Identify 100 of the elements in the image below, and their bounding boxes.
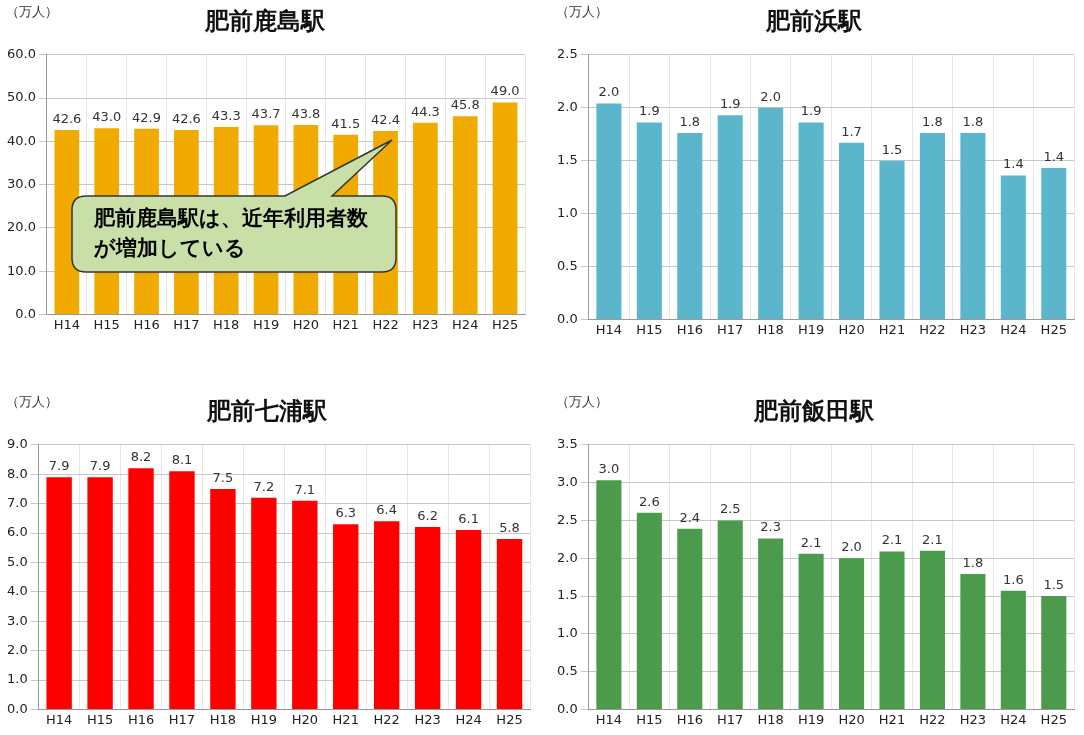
y-tick-label: 0.0 — [556, 310, 578, 326]
bar — [839, 558, 865, 709]
data-label: 42.4 — [371, 111, 401, 127]
x-tick-label: H23 — [414, 711, 441, 727]
y-tick-label: 0.5 — [556, 257, 578, 273]
y-tick-label: 1.0 — [556, 625, 578, 641]
data-label: 1.7 — [841, 123, 862, 139]
x-tick-label: H20 — [291, 711, 318, 727]
x-tick-label: H21 — [878, 321, 906, 337]
bar — [677, 528, 703, 709]
data-label: 8.2 — [130, 449, 152, 465]
y-tick-label: 0.0 — [6, 700, 28, 716]
x-tick-label: H20 — [292, 316, 320, 332]
bar — [492, 102, 518, 314]
data-label: 43.8 — [291, 105, 321, 121]
chart-title: 肥前七浦駅 — [206, 396, 328, 425]
x-tick-label: H23 — [959, 321, 987, 337]
x-tick-label: H22 — [372, 316, 399, 332]
bar — [596, 480, 622, 709]
x-tick-label: H22 — [373, 711, 400, 727]
x-tick-label: H19 — [252, 316, 280, 332]
x-tick-label: H21 — [332, 316, 359, 332]
data-label: 7.9 — [48, 458, 70, 474]
data-label: 3.0 — [598, 461, 620, 477]
x-tick-label: H14 — [53, 316, 81, 332]
x-tick-label: H17 — [717, 711, 744, 727]
data-label: 49.0 — [490, 83, 520, 99]
data-label: 42.6 — [52, 110, 82, 126]
bar — [87, 477, 113, 709]
bar — [636, 512, 662, 709]
data-label: 1.9 — [639, 103, 660, 119]
x-tick-label: H24 — [452, 316, 479, 332]
x-tick-label: H16 — [676, 321, 703, 337]
y-tick-label: 3.0 — [6, 612, 28, 628]
bar — [1041, 168, 1067, 319]
data-label: 2.0 — [841, 539, 862, 555]
data-label: 2.6 — [639, 493, 660, 509]
x-tick-label: H25 — [1040, 321, 1067, 337]
data-label: 1.8 — [922, 114, 943, 129]
bar — [758, 107, 784, 319]
bar — [919, 550, 945, 709]
y-tick-label: 7.0 — [6, 494, 28, 510]
data-label: 42.9 — [132, 109, 162, 125]
bar — [413, 122, 438, 314]
x-tick-label: H18 — [209, 711, 237, 727]
x-tick-label: H14 — [45, 711, 73, 727]
data-label: 7.9 — [89, 458, 111, 474]
bar — [919, 133, 945, 319]
y-axis-title: （万人） — [6, 3, 58, 19]
x-tick-label: H15 — [636, 711, 663, 727]
y-tick-label: 60.0 — [6, 46, 36, 62]
x-tick-label: H18 — [757, 711, 784, 727]
data-label: 45.8 — [450, 97, 480, 113]
x-tick-label: H19 — [250, 711, 278, 727]
y-tick-label: 6.0 — [6, 524, 28, 540]
y-tick-label: 1.0 — [6, 671, 28, 687]
x-tick-label: H22 — [919, 321, 946, 337]
data-label: 44.3 — [410, 103, 440, 119]
data-label: 2.5 — [719, 501, 741, 517]
y-tick-label: 20.0 — [6, 219, 36, 235]
y-axis-title: （万人） — [556, 393, 608, 409]
y-tick-label: 0.0 — [15, 305, 36, 321]
x-tick-label: H17 — [717, 321, 744, 337]
bar — [596, 103, 622, 319]
data-label: 8.1 — [171, 452, 193, 468]
data-label: 2.0 — [598, 84, 620, 100]
chart-title: 肥前鹿島駅 — [203, 6, 326, 35]
x-tick-label: H16 — [676, 711, 703, 727]
annotation: 肥前鹿島駅は、近年利用者数が増加している — [94, 205, 369, 262]
data-label: 1.9 — [719, 96, 741, 111]
y-tick-label: 2.0 — [556, 549, 578, 565]
y-tick-label: 9.0 — [6, 436, 28, 452]
x-tick-label: H25 — [1040, 711, 1067, 727]
data-label: 1.9 — [800, 103, 822, 119]
data-label: 6.2 — [417, 507, 438, 523]
bar — [251, 497, 277, 709]
bar — [960, 574, 986, 709]
y-tick-label: 10.0 — [6, 262, 36, 278]
bar — [414, 527, 441, 709]
y-tick-label: 0.5 — [556, 662, 578, 678]
y-tick-label: 2.5 — [556, 511, 578, 527]
bar — [1000, 590, 1026, 709]
chart-title: 肥前浜駅 — [765, 6, 863, 35]
bar — [960, 133, 986, 319]
bar — [1041, 596, 1067, 709]
data-label: 1.8 — [962, 554, 984, 570]
bar — [758, 538, 784, 709]
x-tick-label: H18 — [213, 316, 240, 332]
y-tick-label: 3.5 — [556, 436, 578, 452]
data-label: 41.5 — [331, 115, 361, 131]
x-tick-label: H20 — [838, 321, 865, 337]
bar — [1000, 175, 1026, 319]
x-tick-label: H21 — [332, 711, 359, 727]
x-tick-label: H14 — [595, 321, 623, 337]
bar — [636, 122, 662, 319]
data-label: 1.5 — [881, 141, 903, 157]
data-label: 1.6 — [1002, 571, 1024, 587]
x-tick-label: H23 — [959, 711, 987, 727]
data-label: 7.2 — [253, 478, 275, 494]
y-tick-label: 2.0 — [6, 641, 28, 657]
